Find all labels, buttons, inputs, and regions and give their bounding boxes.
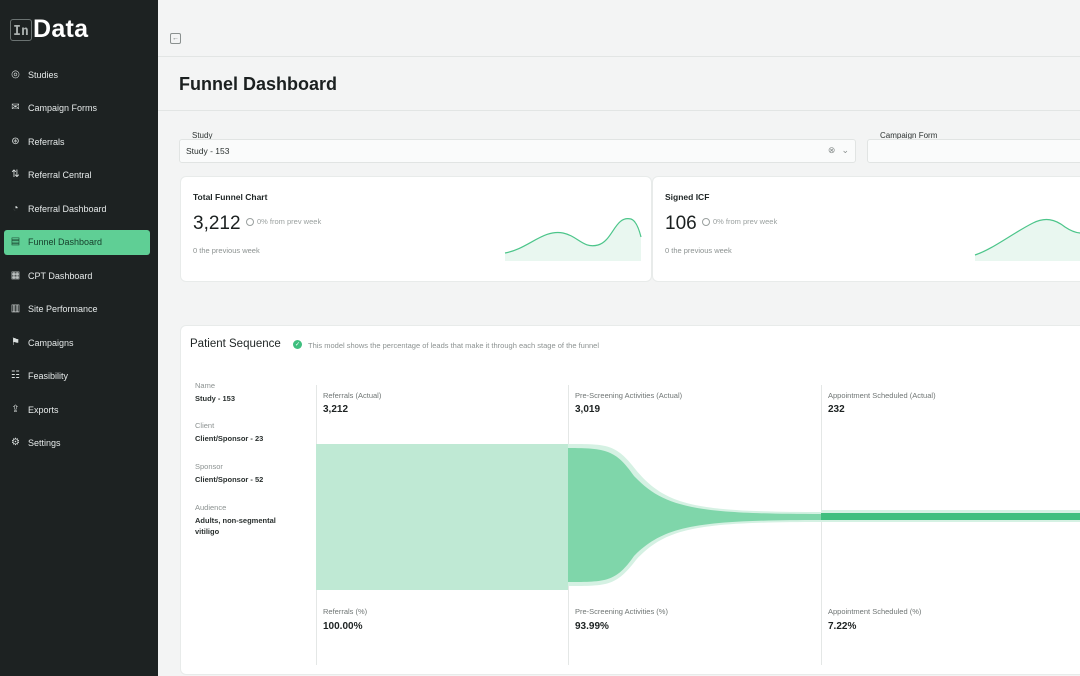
sidebar-item-settings[interactable]: ⚙ Settings bbox=[4, 431, 150, 456]
sidebar-item-label: Referrals bbox=[28, 136, 65, 147]
sparkline-signed-icf bbox=[974, 218, 1080, 261]
sidebar-item-referral-central[interactable]: ⇅ Referral Central bbox=[4, 163, 150, 188]
stage-value: 3,019 bbox=[575, 404, 601, 415]
funnel-chart bbox=[316, 444, 1080, 590]
app-logo[interactable]: In Data bbox=[10, 15, 88, 44]
stage-pct-value: 7.22% bbox=[828, 621, 857, 632]
sidebar-item-label: CPT Dashboard bbox=[28, 270, 93, 281]
sidebar-nav: ◎ Studies ✉ Campaign Forms ⊛ Referrals ⇅ Referr… bbox=[4, 62, 150, 464]
stage-divider bbox=[821, 385, 822, 665]
sidebar-item-exports[interactable]: ⇪ Exports bbox=[4, 397, 150, 422]
sidebar-item-label: Campaign Forms bbox=[28, 103, 98, 113]
stage-pct-label: Referrals (%) bbox=[323, 607, 368, 616]
stat-card-total-funnel: Total Funnel Chart 3,212 0% from prev we… bbox=[180, 176, 652, 282]
meta-name-label: Name bbox=[195, 381, 216, 390]
stat-value: 3,212 bbox=[193, 213, 241, 234]
funnel-dashboard-icon: ▤ bbox=[10, 236, 21, 247]
change-indicator-icon bbox=[702, 217, 710, 226]
referral-central-icon: ⇅ bbox=[11, 169, 20, 180]
campaigns-icon: ⚑ bbox=[11, 336, 20, 348]
exports-icon: ⇪ bbox=[11, 403, 20, 415]
campaign-form-select[interactable] bbox=[867, 139, 1080, 163]
sidebar-item-funnel-dashboard[interactable]: ▤ Funnel Dashboard bbox=[4, 229, 150, 255]
sidebar-item-campaigns[interactable]: ⚑ Campaigns bbox=[4, 330, 150, 355]
stat-title: Signed ICF bbox=[665, 192, 710, 202]
cpt-dashboard-icon: ▦ bbox=[10, 269, 21, 281]
meta-audience-value: Adults, non-segmental vitiligo bbox=[195, 516, 276, 536]
stage-pct-label: Pre-Screening Activities (%) bbox=[575, 607, 668, 616]
sidebar-item-label: Exports bbox=[28, 404, 59, 415]
meta-sponsor-value: Client/Sponsor - 52 bbox=[195, 475, 264, 484]
change-indicator-icon bbox=[246, 217, 254, 226]
meta-client-value: Client/Sponsor - 23 bbox=[195, 434, 264, 443]
study-select[interactable]: Study - 153 ⊗ ⌄ bbox=[179, 139, 856, 163]
topbar-divider bbox=[158, 56, 1080, 57]
chevron-down-icon[interactable]: ⌄ bbox=[841, 145, 849, 155]
main-content: ← Funnel Dashboard Study Study - 153 ⊗ ⌄… bbox=[158, 0, 1080, 676]
stat-prev: 0 the previous week bbox=[193, 246, 260, 255]
sidebar-item-label: Site Performance bbox=[28, 304, 98, 314]
stage-pct-value: 93.99% bbox=[575, 621, 609, 632]
meta-client-label: Client bbox=[195, 421, 215, 430]
stat-change-text: 0% from prev week bbox=[257, 217, 322, 226]
sidebar-item-label: Referral Dashboard bbox=[28, 203, 107, 214]
logo-mark: In bbox=[10, 18, 32, 41]
sidebar-item-campaign-forms[interactable]: ✉ Campaign Forms bbox=[4, 96, 150, 121]
sidebar-item-site-performance[interactable]: ▥ Site Performance bbox=[4, 297, 150, 322]
feasibility-icon: ☷ bbox=[11, 370, 20, 381]
meta-audience-label: Audience bbox=[195, 503, 227, 512]
title-divider bbox=[158, 110, 1080, 111]
site-performance-icon: ▥ bbox=[10, 303, 21, 314]
stage-label: Pre-Screening Activities (Actual) bbox=[575, 391, 683, 400]
clear-icon[interactable]: ⊗ bbox=[827, 145, 836, 155]
sidebar-item-cpt-dashboard[interactable]: ▦ CPT Dashboard bbox=[4, 263, 150, 288]
sidebar-item-referrals[interactable]: ⊛ Referrals bbox=[4, 129, 150, 154]
sidebar-item-label: Studies bbox=[28, 69, 59, 80]
stage-pct-value: 100.00% bbox=[323, 621, 363, 632]
stat-title: Total Funnel Chart bbox=[193, 192, 268, 202]
sidebar-item-label: Campaigns bbox=[28, 337, 74, 348]
campaign-filter-label: Campaign Form bbox=[880, 131, 938, 140]
page-title: Funnel Dashboard bbox=[179, 74, 338, 94]
stage-pct-label: Appointment Scheduled (%) bbox=[828, 607, 922, 616]
sidebar-item-label: Feasibility bbox=[28, 371, 69, 381]
patient-sequence-title: Patient Sequence bbox=[190, 338, 281, 350]
study-filter-label: Study bbox=[192, 131, 213, 140]
stat-prev: 0 the previous week bbox=[665, 246, 732, 255]
stage-label: Referrals (Actual) bbox=[323, 391, 382, 400]
stat-change-text: 0% from prev week bbox=[713, 217, 778, 226]
campaign-forms-icon: ✉ bbox=[11, 102, 20, 113]
sidebar: In Data ◎ Studies ✉ Campaign Forms ⊛ Referral… bbox=[0, 0, 158, 676]
sidebar-item-studies[interactable]: ◎ Studies bbox=[4, 62, 150, 87]
patient-sequence-description: This model shows the percentage of leads… bbox=[308, 341, 600, 350]
meta-name-value: Study - 153 bbox=[195, 394, 236, 403]
sidebar-item-label: Settings bbox=[28, 438, 61, 448]
stat-change: 0% from prev week bbox=[702, 217, 777, 226]
sparkline-total-funnel bbox=[504, 218, 642, 261]
stage-label: Appointment Scheduled (Actual) bbox=[828, 391, 936, 400]
check-circle-icon: ✓ bbox=[293, 340, 302, 349]
sidebar-item-feasibility[interactable]: ☷ Feasibility bbox=[4, 364, 150, 389]
studies-icon: ◎ bbox=[11, 68, 20, 80]
stage-value: 3,212 bbox=[323, 404, 349, 415]
settings-icon: ⚙ bbox=[11, 437, 20, 448]
sidebar-item-referral-dashboard[interactable]: ◔ Referral Dashboard bbox=[4, 196, 150, 221]
funnel-stage-appointment bbox=[821, 513, 1080, 520]
referral-dashboard-icon: ◔ bbox=[12, 202, 19, 214]
sidebar-item-label: Referral Central bbox=[28, 170, 92, 180]
sidebar-item-label: Funnel Dashboard bbox=[28, 237, 103, 247]
collapse-sidebar-icon[interactable]: ← bbox=[170, 33, 181, 44]
referrals-icon: ⊛ bbox=[11, 135, 20, 147]
meta-sponsor-label: Sponsor bbox=[195, 462, 223, 471]
stat-change: 0% from prev week bbox=[246, 217, 321, 226]
logo-text: Data bbox=[33, 15, 89, 43]
stage-value: 232 bbox=[828, 404, 845, 415]
study-select-value: Study - 153 bbox=[186, 146, 230, 156]
stat-value: 106 bbox=[665, 213, 697, 234]
stat-card-signed-icf: Signed ICF 106 0% from prev week 0 the p… bbox=[652, 176, 1080, 282]
funnel-stage-pre-screening bbox=[568, 448, 821, 582]
funnel-stage-referrals bbox=[316, 444, 568, 590]
